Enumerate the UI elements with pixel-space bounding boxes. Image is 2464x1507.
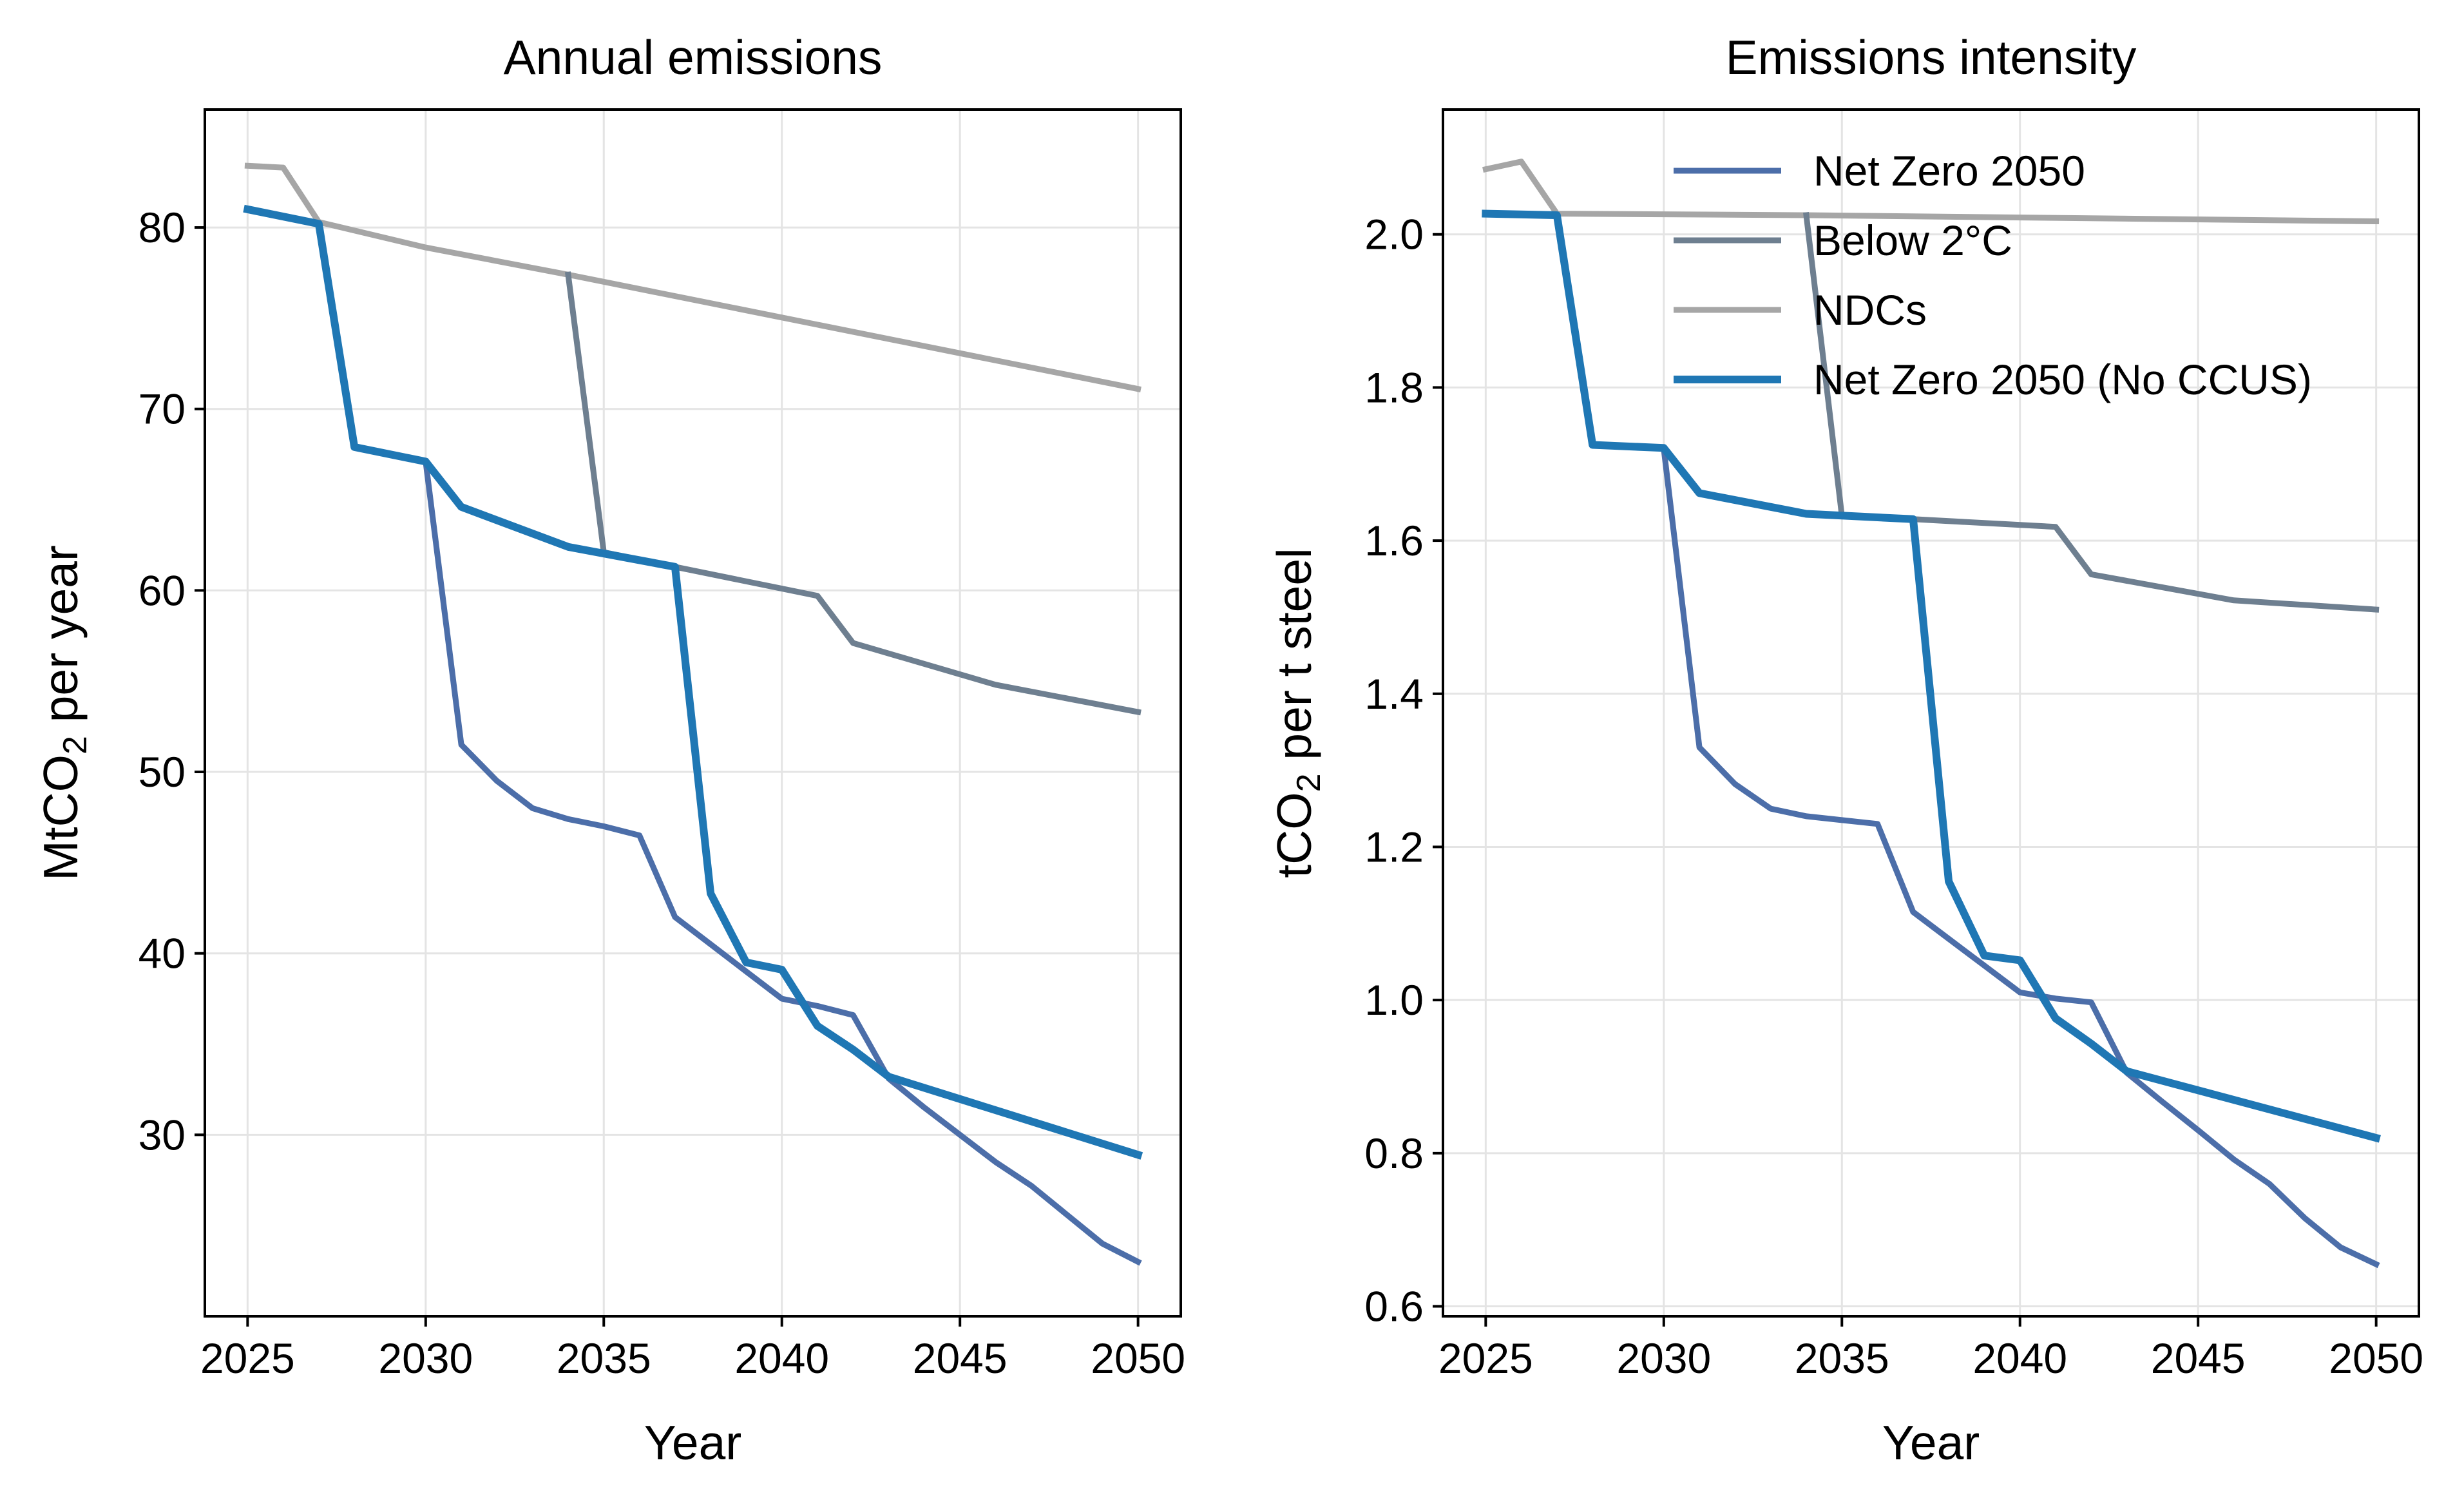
x-tick-label: 2030 xyxy=(1616,1334,1711,1382)
x-tick-label: 2045 xyxy=(913,1334,1008,1382)
y-tick-label: 1.2 xyxy=(1364,823,1424,870)
y-tick-label: 60 xyxy=(138,566,186,614)
legend-label: Net Zero 2050 xyxy=(1813,147,2085,195)
x-tick-label: 2035 xyxy=(1795,1334,1889,1382)
series-line-net-zero-2050-no-ccus- xyxy=(243,204,1143,1160)
y-tick-label: 1.4 xyxy=(1364,670,1424,718)
x-tick-label: 2030 xyxy=(378,1334,473,1382)
series-group xyxy=(243,162,1143,1266)
chart-title: Annual emissions xyxy=(504,30,883,84)
y-tick-label: 1.0 xyxy=(1364,976,1424,1024)
x-tick-label: 2050 xyxy=(2329,1334,2423,1382)
x-tick-label: 2050 xyxy=(1091,1334,1185,1382)
chart-panel-1: 2025 2030 2035 2040 2045 2050 30 40 50 60 70 80 Annu… xyxy=(33,30,1185,1470)
x-axis-label: Year xyxy=(1882,1416,1980,1470)
plot-frame xyxy=(1442,108,2420,1318)
y-tick-label: 0.6 xyxy=(1364,1283,1424,1330)
y-tick-label: 50 xyxy=(138,748,186,796)
x-tick-label: 2025 xyxy=(1438,1334,1533,1382)
y-tick-label: 70 xyxy=(138,385,186,433)
series-line-net-zero-2050 xyxy=(1660,445,2380,1269)
series-line-below-2-c xyxy=(1803,212,2380,613)
y-axis-label: tCO2 per t steel xyxy=(1267,548,1328,878)
y-tick-label: 1.8 xyxy=(1364,363,1424,411)
x-tick-label: 2040 xyxy=(734,1334,829,1382)
series-line-net-zero-2050 xyxy=(422,458,1142,1266)
y-tick-label: 0.8 xyxy=(1364,1129,1424,1177)
y-tick-label: 30 xyxy=(138,1111,186,1158)
chart-panel-2: 2025 2030 2035 2040 2045 2050 0.6 0.8 1.0 1.2 1.4 1… xyxy=(1267,30,2423,1470)
y-tick-label: 80 xyxy=(138,204,186,251)
y-tick-label: 40 xyxy=(138,930,186,977)
x-tick-label: 2025 xyxy=(200,1334,295,1382)
plot-frame xyxy=(204,108,1182,1318)
legend-label: Below 2°C xyxy=(1813,216,2012,264)
x-axis-label: Year xyxy=(644,1416,742,1470)
x-tick-label: 2045 xyxy=(2151,1334,2246,1382)
chart-title: Emissions intensity xyxy=(1726,30,2137,84)
series-line-net-zero-2050-no-ccus- xyxy=(1482,209,2381,1143)
y-tick-label: 1.6 xyxy=(1364,517,1424,564)
series-group xyxy=(1482,158,2381,1269)
legend: Net Zero 2050 Below 2°C NDCs Net Zero 2050 … xyxy=(1674,147,2312,403)
x-tick-label: 2035 xyxy=(557,1334,651,1382)
series-line-ndcs xyxy=(244,162,1141,392)
y-tick-label: 2.0 xyxy=(1364,211,1424,258)
legend-label: Net Zero 2050 (No CCUS) xyxy=(1813,356,2312,403)
legend-label: NDCs xyxy=(1813,286,1927,334)
y-axis-label: MtCO2 per year xyxy=(33,545,94,881)
x-tick-label: 2040 xyxy=(1972,1334,2067,1382)
series-line-below-2-c xyxy=(564,271,1141,716)
